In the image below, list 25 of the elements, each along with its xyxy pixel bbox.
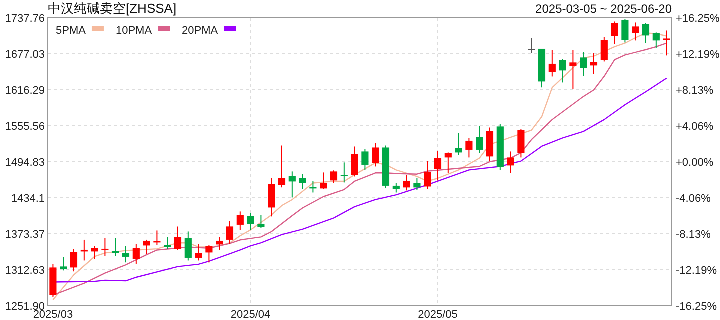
y-tick-label: 1312.63 [5,265,45,277]
chart-subtitle: 2025-03-05 ~ 2025-06-20 [536,2,672,16]
y-tick-label: 1555.56 [5,121,45,133]
y-tick-label: 1737.76 [5,13,45,25]
y2-tick-label: -16.25% [676,301,718,313]
legend-label: 20PMA [182,25,219,37]
legend-label: 10PMA [116,25,153,37]
x-tick-label: 2025/04 [230,309,271,320]
x-tick-label: 2025/05 [418,309,458,320]
y-tick-label: 1434.1 [11,193,45,205]
y2-tick-label: +8.13% [676,84,714,97]
y2-tick-label: -12.19% [676,265,718,278]
y-tick-label: 1494.83 [5,157,45,169]
chart-title: 中汉纯碱卖空[ZHSSA] [48,1,177,16]
y2-tick-label: +12.19% [676,48,720,61]
y2-tick-label: -8.13% [676,229,712,242]
y2-tick-label: -4.06% [676,192,712,205]
y2-tick-label: +4.06% [676,121,714,134]
y-tick-label: 1616.29 [5,85,45,98]
y2-tick-label: +16.25% [676,13,720,25]
y-tick-label: 1373.37 [5,228,45,241]
legend-label: 5PMA [56,25,87,37]
y-tick-label: 1677.03 [5,49,45,61]
y2-tick-label: +0.00% [676,157,714,169]
x-tick-label: 2025/03 [33,309,74,320]
